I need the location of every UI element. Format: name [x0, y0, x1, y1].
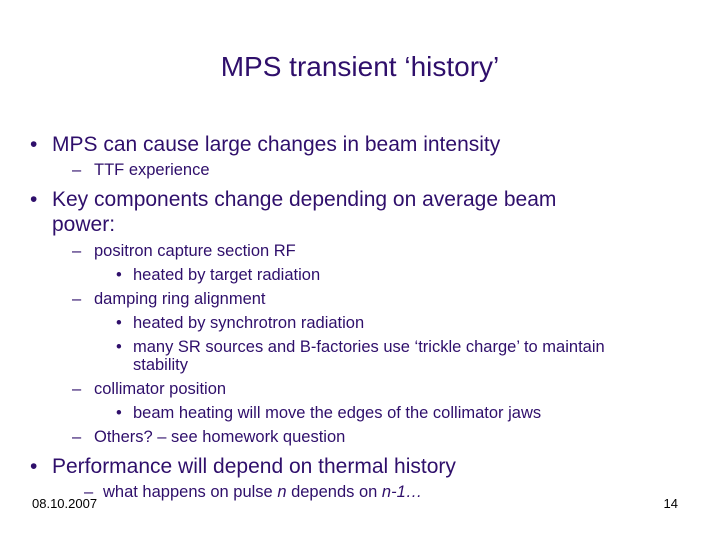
bullet-marker: • — [30, 455, 38, 478]
bullet-marker: • — [116, 338, 122, 356]
dash-marker: – — [72, 242, 82, 260]
sub-bullet-pulse-n: what happens on pulse n depends on n-1… — [103, 482, 422, 502]
footer-date: 08.10.2007 — [32, 496, 98, 511]
sub-bullet-others: Others? – see homework question — [94, 428, 346, 446]
dash-marker: – — [72, 428, 82, 446]
sub-bullet-positron-capture: positron capture section RF — [94, 242, 296, 260]
slide-title: MPS transient ‘history’ — [220, 51, 500, 82]
bullet-marker: • — [30, 188, 38, 211]
sub-sub-bullet-trickle-charge-line1: many SR sources and B-factories use ‘tri… — [133, 338, 605, 356]
sub-sub-bullet-trickle-charge-line2: stability — [133, 356, 189, 374]
pulse-n-minus-1-italic: n-1… — [381, 483, 423, 501]
dash-marker: – — [72, 380, 82, 398]
dash-marker: – — [72, 161, 82, 179]
sub-sub-bullet-target-radiation: heated by target radiation — [133, 266, 321, 284]
dash-marker: – — [72, 290, 82, 308]
sub-bullet-ttf: TTF experience — [94, 161, 210, 179]
bullet-performance: Performance will depend on thermal histo… — [52, 455, 456, 478]
dash-marker: – — [84, 483, 94, 501]
bullet-marker: • — [30, 133, 38, 156]
sub-sub-bullet-synchrotron: heated by synchrotron radiation — [133, 314, 365, 332]
bullet-beam-intensity: MPS can cause large changes in beam inte… — [52, 133, 501, 156]
bullet-marker: • — [116, 404, 122, 422]
bullet-marker: • — [116, 314, 122, 332]
sub-sub-bullet-beam-heating: beam heating will move the edges of the … — [133, 404, 542, 422]
sub-bullet-damping-ring: damping ring alignment — [94, 290, 266, 308]
pulse-text-b: depends on — [286, 483, 382, 501]
pulse-n-italic: n — [277, 483, 287, 501]
footer-page-number: 14 — [663, 496, 678, 511]
bullet-key-components-line2: power: — [52, 213, 116, 236]
bullet-key-components-line1: Key components change depending on avera… — [52, 188, 557, 211]
bullet-marker: • — [116, 266, 122, 284]
pulse-text-a: what happens on pulse — [103, 483, 278, 501]
sub-bullet-collimator: collimator position — [94, 380, 227, 398]
